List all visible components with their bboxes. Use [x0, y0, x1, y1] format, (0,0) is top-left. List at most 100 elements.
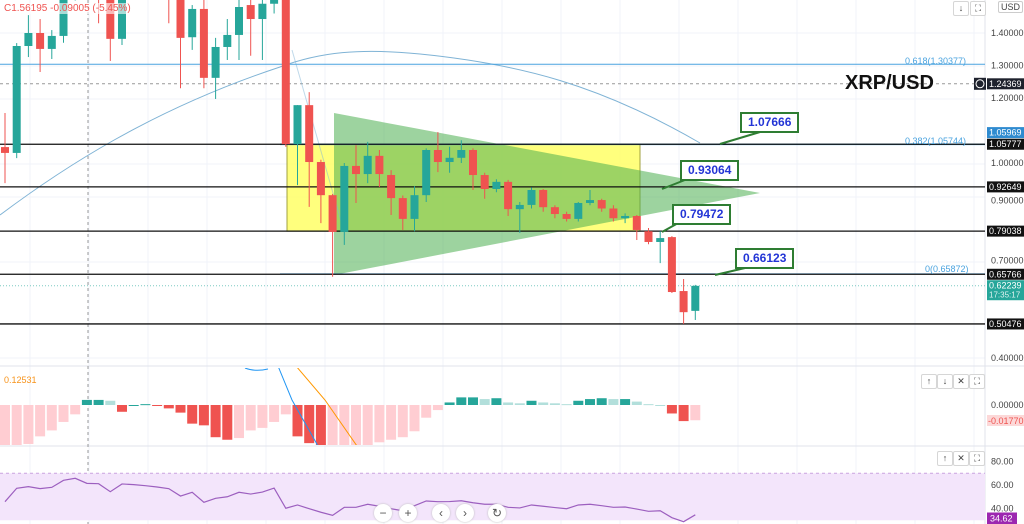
price-tag [987, 78, 1024, 90]
macd-histogram-bar [468, 397, 478, 405]
price-tag [987, 318, 1024, 330]
macd-histogram-bar [585, 399, 595, 405]
candle-body [539, 189, 548, 208]
rsi-maximize-button[interactable]: ⛶ [969, 451, 985, 466]
chart-title: XRP/USD [845, 72, 934, 94]
macd-histogram-bar [222, 405, 233, 440]
macd-histogram-bar [234, 405, 244, 439]
scroll-left-button[interactable]: ‹ [432, 504, 450, 522]
price-tick-label: 1.40000 [991, 28, 1024, 38]
price-tick-label: 1.20000 [991, 93, 1024, 103]
macd-histogram-bar [456, 397, 467, 405]
fib-label-0382: 0.382(1.05744) [905, 136, 967, 146]
macd-histogram-bar [374, 405, 385, 443]
macd-histogram-bar [631, 401, 642, 405]
zoom-out-button[interactable]: − [374, 504, 392, 522]
callout-4[interactable]: 0.66123 [735, 248, 795, 269]
macd-line [244, 368, 319, 445]
macd-histogram-bar [514, 403, 525, 405]
macd-histogram-bar [304, 405, 315, 444]
candle-body [316, 162, 325, 196]
callout-2[interactable]: 0.93064 [680, 160, 740, 181]
macd-move-up-button[interactable]: ↑ [921, 374, 937, 389]
macd-histogram-bar [140, 404, 151, 406]
reset-chart-button[interactable]: ↻ [488, 504, 506, 522]
macd-maximize-button[interactable]: ⛶ [969, 374, 985, 389]
macd-histogram-bar [351, 405, 361, 445]
candle-body [246, 5, 255, 20]
macd-histogram-bar [81, 399, 92, 405]
macd-histogram-bar [280, 405, 291, 415]
macd-value: 0.12531 [4, 375, 37, 385]
countdown-label: 17:35:17 [989, 291, 1021, 300]
candle-body [1, 147, 9, 153]
currency-label[interactable]: USD [998, 1, 1024, 13]
macd-move-down-button[interactable]: ↓ [937, 374, 953, 389]
macd-histogram-bar [432, 405, 443, 411]
candle-body [36, 33, 45, 49]
candle-body [609, 208, 618, 219]
rsi-tick-label: 60.00 [991, 480, 1014, 490]
candle-body [527, 189, 536, 205]
macd-histogram-bar [444, 402, 455, 405]
macd-histogram-bar [35, 405, 46, 437]
scroll-right-button[interactable]: › [456, 504, 474, 522]
macd-histogram-bar [70, 405, 81, 415]
macd-histogram-bar [620, 399, 631, 405]
macd-histogram-bar [678, 405, 689, 422]
signal-line [297, 368, 357, 445]
candle-body [258, 3, 267, 20]
price-tag-label: 0.62239 [989, 281, 1022, 291]
candle-body [363, 155, 372, 175]
candle-body [433, 150, 442, 163]
zoom-in-button[interactable]: + [399, 504, 417, 522]
price-tag [987, 280, 1024, 301]
macd-tick-label: 0.00000 [991, 400, 1024, 410]
macd-histogram-bar [538, 402, 549, 405]
maximize-button[interactable]: ⛶ [970, 1, 986, 16]
fib-label-0618: 0.618(1.30377) [905, 56, 967, 66]
rsi-close-button[interactable]: ✕ [953, 451, 969, 466]
macd-histogram-bar [128, 405, 139, 406]
move-down-button[interactable]: ↓ [953, 1, 969, 16]
macd-histogram-bar [269, 405, 280, 422]
candle-body [47, 35, 56, 49]
candle-body [492, 181, 501, 189]
candle-body [106, 0, 115, 39]
macd-close-button[interactable]: ✕ [953, 374, 969, 389]
macd-histogram-bar [46, 405, 57, 431]
macd-histogram-bar [245, 405, 256, 431]
candle-body [12, 46, 21, 153]
macd-histogram-bar [549, 403, 560, 405]
macd-histogram-bar [105, 400, 116, 405]
callout-1[interactable]: 1.07666 [740, 112, 800, 133]
macd-histogram-bar [666, 405, 677, 414]
price-tag-label: 1.05777 [989, 139, 1022, 149]
candle-body [223, 34, 232, 47]
candle-body [199, 8, 208, 78]
candle-body [398, 198, 407, 219]
price-tag [987, 268, 1024, 280]
macd-histogram-bar [362, 405, 373, 445]
candle-body [24, 33, 33, 46]
candle-body [515, 204, 524, 210]
candle-body [375, 155, 384, 175]
candle-body [679, 291, 688, 313]
callout-3[interactable]: 0.79472 [672, 204, 732, 225]
price-tag-label: 0.65766 [989, 269, 1022, 279]
price-tag [987, 127, 1024, 139]
macd-histogram-bar [327, 405, 338, 445]
candle-body [410, 195, 419, 219]
macd-histogram-bar [386, 405, 397, 440]
rsi-tag [987, 512, 1017, 524]
macd-histogram-bar [163, 405, 174, 409]
candle-body [586, 200, 594, 203]
price-tick-label: 1.00000 [991, 158, 1024, 168]
macd-histogram-bar [198, 405, 209, 426]
candle-body [480, 175, 489, 189]
candle-body [597, 200, 606, 209]
fib-label-0: 0(0.65872) [925, 264, 969, 274]
macd-histogram-bar [596, 398, 607, 405]
rsi-move-up-button[interactable]: ↑ [937, 451, 953, 466]
plus-icon [975, 79, 985, 89]
